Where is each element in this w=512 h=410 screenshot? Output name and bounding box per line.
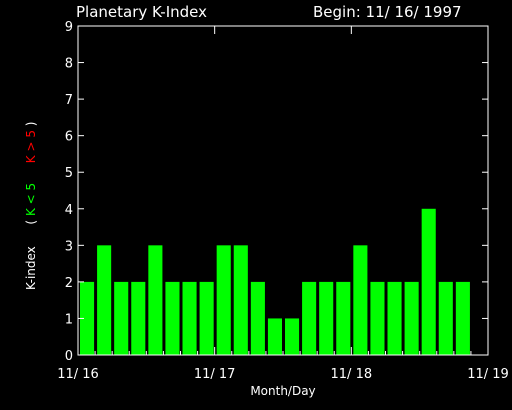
bar [80,281,95,355]
bar [336,281,351,355]
x-tick-label: 11/ 17 [194,367,236,382]
y-tick-label: 4 [65,203,73,218]
bar [302,281,317,355]
bar [199,281,214,355]
bar [285,318,300,355]
bar [319,281,334,355]
bar [114,281,129,355]
bar [387,281,402,355]
bar [182,281,197,355]
bar [233,245,248,355]
x-tick-label: 11/ 16 [57,367,99,382]
bar [131,281,146,355]
y-tick-label: 5 [65,166,73,181]
legend-k-high: K > 5 [24,130,38,164]
y-axis-label: K-index ( K < 5 K > 5 ) [24,122,38,291]
y-tick-label: 1 [65,312,73,327]
bar [421,208,436,355]
y-tick-label: 2 [65,276,73,291]
bar [353,245,368,355]
y-tick-label: 7 [65,93,73,108]
bar [455,281,470,355]
legend-k-low: K < 5 [24,182,38,217]
y-axis-close-paren: ) [24,121,38,127]
x-tick-label: 11/ 19 [467,367,509,382]
y-tick-label: 8 [65,57,73,72]
bar [438,281,453,355]
y-tick-label: 9 [65,20,73,35]
bar [148,245,163,355]
y-tick-label: 6 [65,130,73,145]
bars-group [80,208,470,355]
bar [267,318,282,355]
y-tick-label: 3 [65,239,73,254]
bar [97,245,112,355]
bar [250,281,265,355]
axes-group: 0 1 2 3 4 5 6 7 8 9 11/ 16 11/ 17 11/ 18 11/ 19 Month/… [57,20,509,398]
chart-title: Planetary K-Index [76,3,207,21]
begin-date: Begin: 11/ 16/ 1997 [313,3,462,21]
bar [404,281,419,355]
x-axis-label: Month/Day [250,384,315,398]
bar [370,281,385,355]
x-tick-label: 11/ 18 [331,367,373,382]
y-axis-open-paren: ( [24,219,38,225]
bar [216,245,231,355]
y-axis-title: K-index [24,246,38,290]
bar [165,281,180,355]
y-tick-label: 0 [65,349,73,364]
